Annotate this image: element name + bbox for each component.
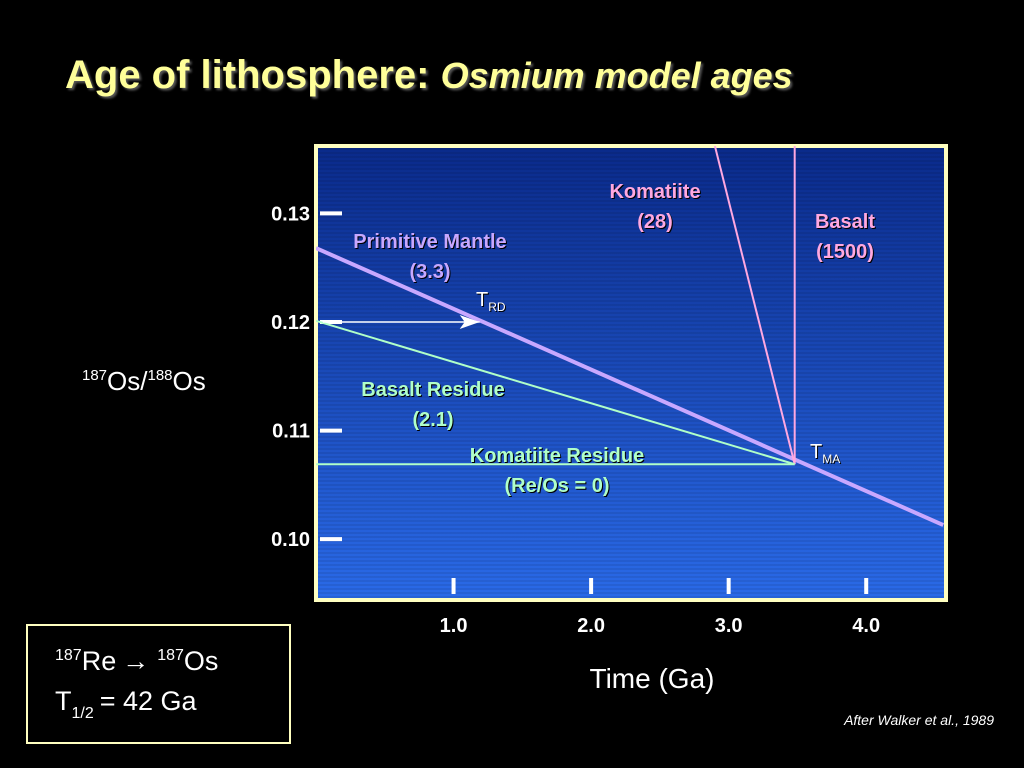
- x-tick-label: 1.0: [440, 615, 468, 637]
- y-tick-label: 0.13: [271, 203, 310, 225]
- annotation: TMA: [810, 441, 840, 466]
- half-life: T1/2 = 42 Ga: [55, 686, 198, 722]
- annotation-text: T: [476, 289, 488, 311]
- title-italic: Osmium model ages: [441, 55, 793, 96]
- plot-border: [314, 144, 948, 602]
- x-tick-label: 3.0: [715, 615, 743, 637]
- x-axis-label: Time (Ga): [590, 663, 715, 694]
- x-tick-label: 2.0: [577, 615, 605, 637]
- series-line: [316, 246, 945, 527]
- series-label: Primitive Mantle: [353, 231, 506, 253]
- decay-box: [26, 624, 291, 744]
- arrow-head: [459, 314, 480, 329]
- y-tick-label: 0.11: [272, 421, 310, 443]
- mass-number: 187: [157, 647, 184, 664]
- series-label: Komatiite: [609, 181, 700, 203]
- half-life-symbol: T: [55, 686, 72, 716]
- title: Age of lithosphere: Osmium model ages: [65, 53, 793, 97]
- y-tick-label: 0.10: [271, 529, 310, 551]
- y-label-sup: 187: [82, 367, 107, 384]
- series-ratio: (1500): [816, 241, 874, 263]
- y-tick-label: 0.12: [271, 312, 310, 334]
- annotation-sub: RD: [488, 300, 506, 314]
- series-line: [713, 146, 796, 465]
- decay-equation: 187Re → 187Os: [55, 646, 218, 676]
- annotation-sub: MA: [822, 452, 840, 466]
- x-tick-label: 4.0: [852, 615, 880, 637]
- half-life-sub: 1/2: [72, 705, 94, 722]
- series-ratio: (3.3): [409, 261, 450, 283]
- y-label-text: Os/: [107, 366, 148, 396]
- mass-number: 187: [55, 647, 82, 664]
- source: After Walker et al., 1989: [843, 712, 994, 728]
- daughter: Os: [184, 646, 219, 676]
- series-line: [316, 319, 795, 466]
- series-label: Basalt: [815, 211, 875, 233]
- plot-stripes: [316, 146, 946, 600]
- series-ratio: (28): [637, 211, 673, 233]
- annotation: TRD: [476, 289, 506, 314]
- series-ratio: (2.1): [412, 409, 453, 431]
- half-life-value: = 42 Ga: [100, 686, 198, 716]
- y-axis-label: 187Os/188Os: [82, 366, 206, 396]
- parent: Re: [82, 646, 117, 676]
- annotation-text: T: [810, 441, 822, 463]
- y-label-text: Os: [173, 366, 206, 396]
- series-label: Basalt Residue: [361, 379, 504, 401]
- y-label-sup: 188: [147, 367, 172, 384]
- series-ratio: (Re/Os = 0): [504, 475, 609, 497]
- series-label: Komatiite Residue: [470, 445, 644, 467]
- title-main: Age of lithosphere:: [65, 53, 429, 97]
- decay-arrow: →: [122, 646, 149, 676]
